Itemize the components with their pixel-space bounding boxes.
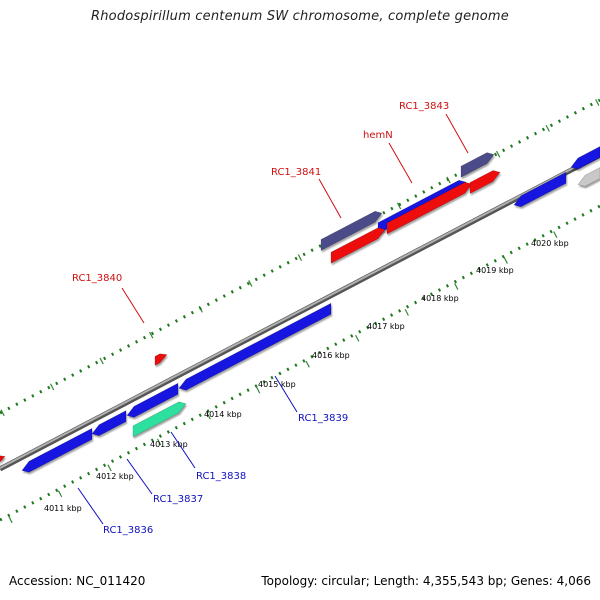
scale-labels: 4011 kbp 4012 kbp 4013 kbp 4014 kbp 4015… bbox=[44, 239, 569, 513]
gene-blue-right[interactable] bbox=[513, 171, 567, 208]
map-title: Rhodospirillum centenum SW chromosome, c… bbox=[91, 9, 509, 24]
gene-red-edge[interactable] bbox=[0, 454, 6, 465]
gene-navy-right[interactable] bbox=[460, 152, 495, 178]
reverse-gene-labels: RC1_3836 RC1_3837 RC1_3838 RC1_3839 bbox=[77, 375, 348, 536]
scale-label: 4011 kbp bbox=[44, 504, 82, 513]
gene-label-rc1-3838[interactable]: RC1_3838 bbox=[196, 471, 246, 482]
leader-line bbox=[121, 287, 145, 324]
scale-label: 4018 kbp bbox=[421, 294, 459, 303]
scale-label: 4019 kbp bbox=[476, 266, 514, 275]
leader-line bbox=[170, 431, 196, 469]
gene-features bbox=[0, 146, 600, 473]
leader-line bbox=[274, 375, 298, 413]
scale-label: 4015 kbp bbox=[258, 380, 296, 389]
gene-label-rc1-3843[interactable]: RC1_3843 bbox=[399, 101, 449, 112]
forward-gene-labels: RC1_3840 RC1_3841 hemN RC1_3843 bbox=[72, 101, 469, 324]
gene-teal[interactable] bbox=[132, 401, 187, 438]
gene-rc1-3838[interactable] bbox=[126, 382, 179, 418]
chromosome-backbone bbox=[0, 152, 600, 472]
forward-major-ticks bbox=[0, 97, 600, 417]
leader-line bbox=[77, 487, 104, 525]
genome-summary-text: Topology: circular; Length: 4,355,543 bp… bbox=[261, 574, 591, 588]
gene-label-rc1-3837[interactable]: RC1_3837 bbox=[153, 494, 203, 505]
gene-rc1-3839[interactable] bbox=[178, 302, 332, 391]
scale-label: 4012 kbp bbox=[96, 472, 134, 481]
gene-rc1-3841[interactable] bbox=[330, 227, 386, 264]
leader-line bbox=[388, 142, 413, 184]
gene-label-rc1-3841[interactable]: RC1_3841 bbox=[271, 167, 321, 178]
scale-label: 4020 kbp bbox=[531, 239, 569, 248]
gene-label-rc1-3839[interactable]: RC1_3839 bbox=[298, 413, 348, 424]
gene-label-hemn[interactable]: hemN bbox=[363, 130, 393, 141]
reverse-tick-track bbox=[0, 204, 600, 524]
gene-navy-left[interactable] bbox=[320, 210, 383, 251]
leader-line bbox=[126, 458, 153, 495]
gene-grey-edge[interactable] bbox=[577, 167, 600, 187]
accession-text: Accession: NC_011420 bbox=[9, 574, 146, 588]
scale-label: 4014 kbp bbox=[204, 410, 242, 419]
forward-tick-track bbox=[0, 97, 600, 417]
gene-label-rc1-3840[interactable]: RC1_3840 bbox=[72, 273, 122, 284]
gene-rc1-3837[interactable] bbox=[91, 410, 127, 437]
leader-line bbox=[445, 113, 469, 154]
leader-line bbox=[318, 178, 342, 219]
reverse-major-ticks bbox=[8, 207, 600, 524]
gene-hemn[interactable] bbox=[386, 181, 473, 235]
scale-label: 4013 kbp bbox=[150, 440, 188, 449]
scale-label: 4017 kbp bbox=[367, 322, 405, 331]
gene-rc1-3840[interactable] bbox=[154, 353, 168, 366]
gene-blue-edge[interactable] bbox=[570, 146, 600, 170]
gene-label-rc1-3836[interactable]: RC1_3836 bbox=[103, 525, 153, 536]
scale-label: 4016 kbp bbox=[312, 351, 350, 360]
gene-rc1-3843[interactable] bbox=[469, 170, 501, 194]
